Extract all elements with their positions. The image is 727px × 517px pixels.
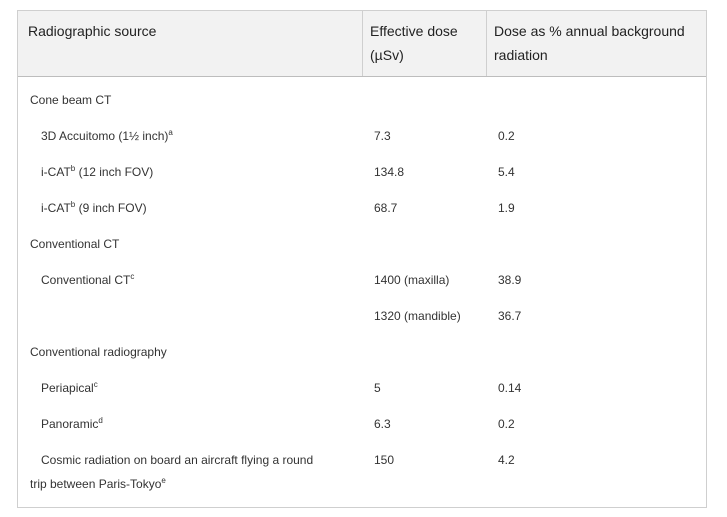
row-dose-icat9: 68.7 <box>374 201 398 215</box>
row-pct-ct-mandible: 36.7 <box>498 309 522 323</box>
row-pct-panoramic: 0.2 <box>498 417 515 431</box>
header-dose-line2: (µSv) <box>370 47 404 63</box>
row-name-icat9: i-CATb (9 inch FOV) <box>41 200 147 215</box>
header-pct: Dose as % annual background radiation <box>494 19 685 67</box>
row-dose-panoramic: 6.3 <box>374 417 391 431</box>
group-label-radiography: Conventional radiography <box>30 345 167 359</box>
row-pct-periapical: 0.14 <box>498 381 522 395</box>
group-label-ct: Conventional CT <box>30 237 120 251</box>
table-header: Radiographic source Effective dose (µSv)… <box>18 11 706 77</box>
dose-table: Radiographic source Effective dose (µSv)… <box>17 10 707 508</box>
row-dose-ct-maxilla: 1400 (maxilla) <box>374 273 450 287</box>
row-name-accuitomo: 3D Accuitomo (1½ inch)a <box>41 128 173 143</box>
row-pct-accuitomo: 0.2 <box>498 129 515 143</box>
header-pct-line2: radiation <box>494 47 548 63</box>
row-name-panoramic: Panoramicd <box>41 416 103 431</box>
row-name-ct: Conventional CTc <box>41 272 135 287</box>
row-dose-ct-mandible: 1320 (mandible) <box>374 309 461 323</box>
header-pct-line1: Dose as % annual background <box>494 23 685 39</box>
row-name-periapical: Periapicalc <box>41 380 98 395</box>
row-pct-icat9: 1.9 <box>498 201 515 215</box>
row-dose-cosmic: 150 <box>374 453 395 467</box>
row-dose-accuitomo: 7.3 <box>374 129 391 143</box>
header-dose-line1: Effective dose <box>370 23 458 39</box>
column-divider <box>486 11 487 76</box>
row-dose-icat12: 134.8 <box>374 165 405 179</box>
row-pct-ct-maxilla: 38.9 <box>498 273 522 287</box>
group-label-cbct: Cone beam CT <box>30 93 112 107</box>
row-pct-cosmic: 4.2 <box>498 453 515 467</box>
row-name-cosmic-line2: trip between Paris-Tokyoe <box>30 476 166 491</box>
row-name-icat12: i-CATb (12 inch FOV) <box>41 164 154 179</box>
header-dose: Effective dose (µSv) <box>370 19 458 67</box>
row-pct-icat12: 5.4 <box>498 165 515 179</box>
row-dose-periapical: 5 <box>374 381 381 395</box>
header-source: Radiographic source <box>28 23 157 39</box>
column-divider <box>362 11 363 76</box>
row-name-cosmic-line1: Cosmic radiation on board an aircraft fl… <box>41 453 314 467</box>
